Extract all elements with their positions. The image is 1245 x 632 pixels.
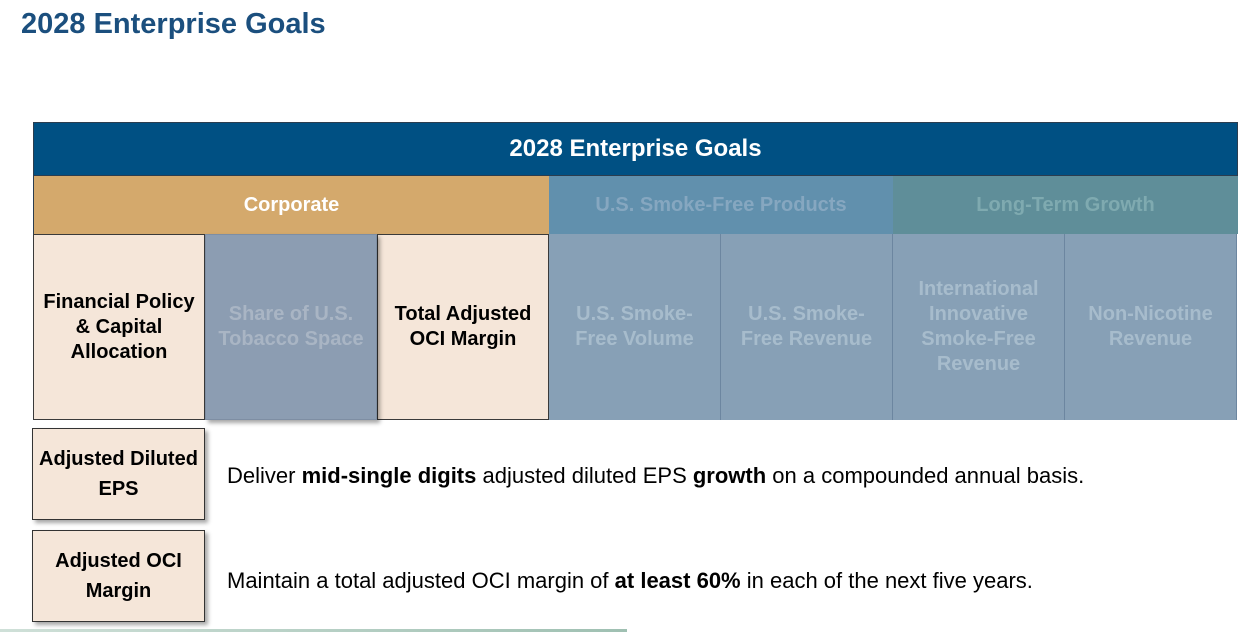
goal-share-of-tobacco-space: Share of U.S. Tobacco Space: [205, 234, 377, 420]
footer-divider: [0, 629, 627, 632]
metric-text-part: Deliver: [227, 463, 302, 488]
metric-text-part: adjusted diluted EPS: [476, 463, 693, 488]
metric-label-eps: Adjusted Diluted EPS: [32, 428, 205, 520]
category-smoke-free: U.S. Smoke-Free Products: [549, 176, 893, 234]
slide-title: 2028 Enterprise Goals: [21, 8, 326, 40]
metric-label-oci-margin: Adjusted OCI Margin: [32, 530, 205, 622]
goal-smoke-free-revenue: U.S. Smoke-Free Revenue: [721, 234, 893, 420]
metric-text-part: in each of the next five years.: [740, 568, 1033, 593]
metric-emphasis: at least 60%: [614, 568, 741, 593]
goal-total-adjusted-oci-margin: Total Adjusted OCI Margin: [377, 234, 549, 420]
metric-description-eps: Deliver mid-single digits adjusted dilut…: [227, 463, 1084, 489]
goal-row: Financial Policy & Capital Allocation Sh…: [33, 234, 1238, 420]
category-row: Corporate U.S. Smoke-Free Products Long-…: [33, 176, 1238, 234]
goal-international-smoke-free-revenue: International Innovative Smoke-Free Reve…: [893, 234, 1065, 420]
metric-description-oci-margin: Maintain a total adjusted OCI margin of …: [227, 568, 1033, 594]
category-corporate: Corporate: [33, 176, 549, 234]
goal-non-nicotine-revenue: Non-Nicotine Revenue: [1065, 234, 1237, 420]
metric-emphasis: mid-single digits: [301, 463, 477, 488]
metric-label-text: Adjusted Diluted EPS: [39, 448, 198, 500]
goal-financial-policy: Financial Policy & Capital Allocation: [33, 234, 205, 420]
category-long-term-growth: Long-Term Growth: [893, 176, 1238, 234]
metric-emphasis: growth: [692, 463, 767, 488]
metric-text-part: Maintain a total adjusted OCI margin of: [227, 568, 615, 593]
metric-text-part: on a compounded annual basis.: [766, 463, 1085, 488]
goals-table: 2028 Enterprise Goals Corporate U.S. Smo…: [33, 122, 1238, 420]
table-header: 2028 Enterprise Goals: [33, 122, 1238, 176]
metric-label-text: Adjusted OCI Margin: [55, 550, 182, 602]
goal-smoke-free-volume: U.S. Smoke-Free Volume: [549, 234, 721, 420]
